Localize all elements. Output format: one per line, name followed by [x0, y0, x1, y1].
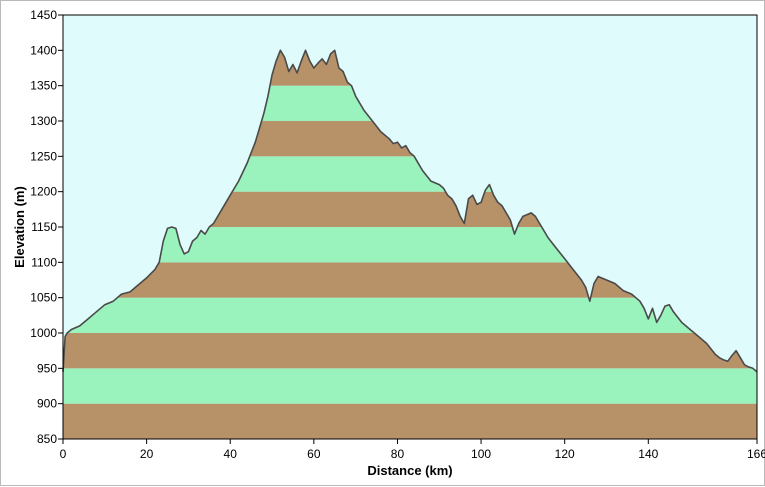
- x-tick-label: 100: [471, 447, 491, 461]
- y-axis: 850 900 950 1000 1050 1100 1150 1200 1250 1300 135…: [30, 8, 63, 446]
- x-tick-label: 140: [638, 447, 658, 461]
- x-tick-label: 80: [391, 447, 405, 461]
- y-tick-label: 1150: [31, 220, 57, 234]
- y-tick-label: 1100: [31, 255, 57, 269]
- y-tick-label: 1300: [30, 114, 57, 128]
- y-tick-label: 1250: [30, 149, 57, 163]
- y-tick-label: 1200: [30, 185, 57, 199]
- y-axis-title: Elevation (m): [12, 186, 27, 268]
- y-tick-label: 1000: [30, 326, 57, 340]
- x-axis: 0 20 40 60 80 100 120 140 166: [60, 439, 765, 461]
- y-tick-label: 900: [37, 397, 57, 411]
- x-axis-title: Distance (km): [367, 463, 452, 478]
- elevation-profile-line: [62, 49, 758, 373]
- x-tick-label: 40: [224, 447, 238, 461]
- x-tick-label: 0: [60, 447, 67, 461]
- x-tick-label: 166: [747, 447, 765, 461]
- elevation-band: [63, 368, 757, 404]
- y-tick-label: 1450: [30, 8, 57, 22]
- elevation-band: [63, 403, 757, 439]
- x-tick-label: 20: [140, 447, 154, 461]
- y-tick-label: 850: [37, 432, 57, 446]
- y-tick-label: 1350: [30, 79, 57, 93]
- y-tick-label: 1050: [30, 291, 57, 305]
- y-tick-label: 1400: [30, 43, 57, 57]
- x-tick-label: 60: [307, 447, 321, 461]
- elevation-band: [63, 333, 757, 369]
- y-tick-label: 950: [37, 361, 57, 375]
- x-tick-label: 120: [555, 447, 575, 461]
